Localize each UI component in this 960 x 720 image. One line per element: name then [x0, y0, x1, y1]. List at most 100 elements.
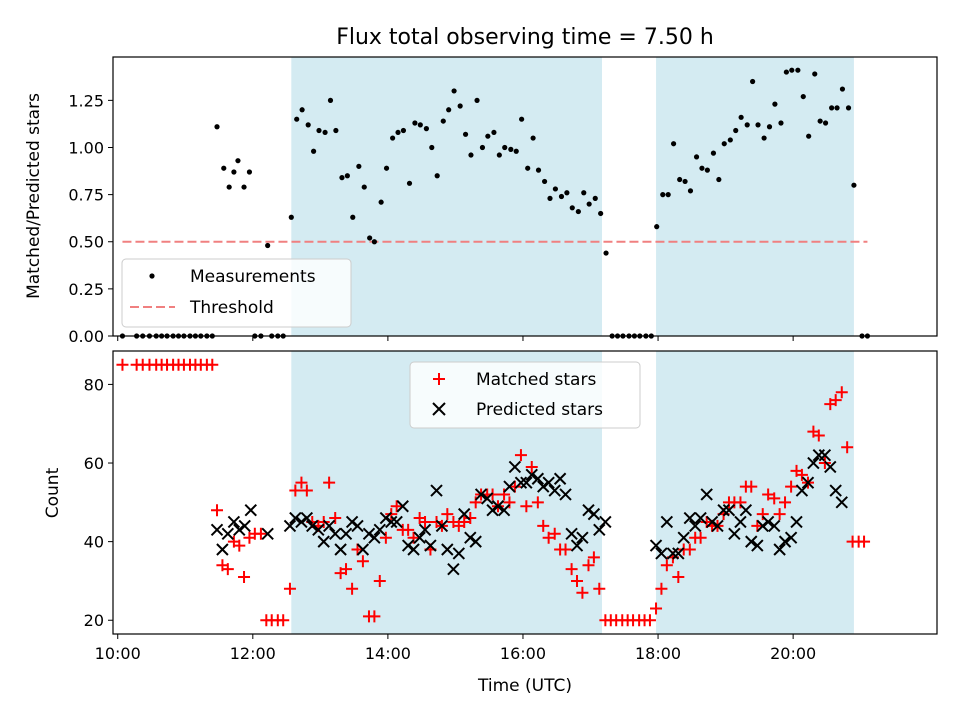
matched-star-point: [385, 508, 398, 521]
shaded-interval-1: [656, 351, 854, 634]
matched-star-point: [419, 515, 432, 528]
y-tick-label: 0.25: [68, 280, 104, 299]
matched-star-point: [469, 496, 482, 509]
predicted-star-point: [283, 519, 297, 533]
x-tick-label: 18:00: [635, 644, 681, 663]
measurement-point: [429, 144, 435, 151]
measurement-point: [333, 127, 339, 134]
predicted-star-point: [503, 480, 516, 493]
matched-star-point: [548, 527, 561, 540]
measurement-point: [226, 184, 232, 190]
predicted-star-point: [835, 496, 848, 509]
measurement-point: [603, 250, 609, 256]
measurement-point: [687, 188, 694, 194]
y-tick-label: 0.50: [68, 233, 104, 252]
predicted-star-point: [441, 543, 454, 556]
bottom-y-ticks: 20 40 60 80: [84, 375, 113, 630]
measurement-point: [371, 239, 377, 245]
predicted-star-point: [295, 515, 308, 529]
predicted-star-point: [464, 531, 477, 544]
matched-star-point: [734, 496, 747, 509]
measurement-point: [214, 124, 220, 130]
matched-star-point: [829, 394, 842, 407]
predicted-star-point: [745, 535, 758, 548]
measurement-point: [699, 165, 705, 171]
predicted-star-point: [300, 511, 314, 525]
x-tick-label: 14:00: [365, 644, 411, 663]
matched-star-point: [655, 582, 668, 595]
matched-star-point: [587, 551, 600, 564]
predicted-star-point: [497, 503, 511, 517]
measurement-point: [744, 122, 750, 128]
matched-star-point: [289, 484, 302, 497]
predicted-star-point: [677, 531, 690, 544]
measurement-point: [513, 148, 519, 154]
predicted-star-point: [761, 515, 775, 529]
matched-star-point: [317, 515, 330, 528]
matched-star-point: [593, 582, 606, 595]
y-tick-label: 0.75: [68, 186, 104, 205]
predicted-star-point: [790, 515, 803, 529]
matched-star-point: [221, 563, 234, 576]
legend-matched-label: Matched stars: [476, 370, 596, 390]
predicted-star-point: [582, 503, 595, 517]
x-tick-label: 10:00: [95, 644, 141, 663]
predicted-star-point: [486, 503, 499, 517]
matched-star-point: [582, 559, 595, 572]
measurement-point: [462, 131, 469, 137]
matched-star-point: [340, 563, 353, 576]
measurement-point: [246, 169, 253, 175]
bottom-y-axis-label: Count: [43, 467, 63, 518]
bottom-x-ticks: 10:00 12:00 14:00 16:00 18:00 20:00: [95, 634, 816, 663]
measurement-point: [660, 192, 666, 198]
predicted-star-point: [576, 531, 589, 544]
matched-star-point: [295, 476, 308, 489]
matched-star-point: [300, 484, 313, 497]
measurement-point: [440, 118, 446, 124]
measurement-point: [829, 105, 835, 111]
predicted-star-point: [683, 511, 697, 525]
measurement-point: [806, 133, 812, 139]
predicted-star-point: [289, 511, 302, 525]
matched-star-point: [277, 614, 290, 627]
matched-star-point: [858, 535, 871, 548]
measurement-point: [468, 152, 474, 158]
predicted-star-point: [396, 500, 409, 513]
measurement-point: [434, 173, 440, 179]
predicted-star-point: [525, 468, 538, 482]
measurement-point: [535, 167, 542, 173]
predicted-star-point: [824, 460, 837, 474]
predicted-star-point: [734, 515, 747, 529]
measurement-point: [738, 114, 744, 120]
matched-star-point: [672, 571, 685, 584]
predicted-star-point: [649, 539, 663, 552]
top-legend-box: [121, 258, 352, 328]
predicted-star-point: [334, 543, 347, 556]
matched-star-point: [571, 574, 584, 587]
predicted-star-point: [818, 448, 832, 462]
predicted-star-point: [565, 527, 578, 540]
matched-star-point: [503, 496, 516, 509]
predicted-star-point: [688, 519, 702, 533]
predicted-star-point: [739, 503, 753, 517]
measurement-point: [299, 107, 305, 113]
predicted-star-point: [666, 547, 680, 560]
measurement-point: [525, 165, 531, 171]
matched-star-point: [323, 476, 336, 489]
shaded-interval-1: [656, 57, 854, 336]
x-tick-label: 16:00: [500, 644, 546, 663]
measurement-point: [693, 154, 700, 160]
measurement-point: [812, 71, 818, 77]
measurement-point: [598, 210, 604, 217]
measurement-point: [665, 192, 671, 198]
matched-star-point: [694, 531, 707, 544]
matched-star-point: [660, 559, 673, 572]
matched-star-point: [238, 571, 251, 584]
measurement-point: [592, 195, 598, 201]
measurement-point: [339, 175, 345, 181]
measurement-point: [581, 190, 587, 196]
measurement-point: [265, 242, 271, 249]
predicted-star-point: [244, 503, 257, 517]
measurement-point: [327, 97, 334, 103]
measurement-point: [733, 127, 739, 134]
